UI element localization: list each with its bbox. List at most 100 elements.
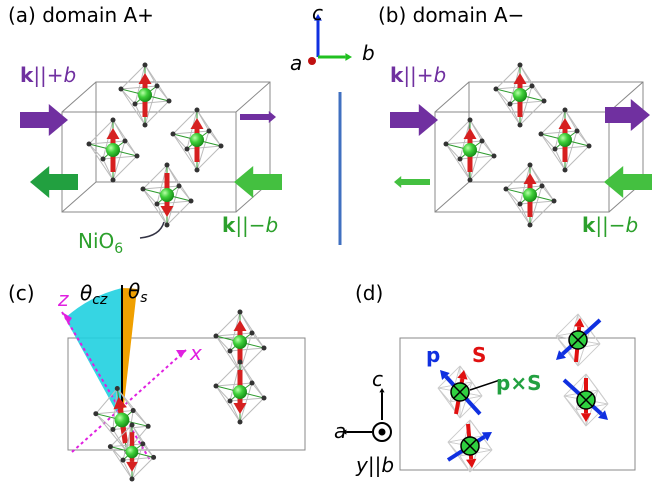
nickel — [106, 143, 120, 157]
nickel — [233, 335, 247, 349]
oxygen — [108, 444, 113, 449]
angle-s — [122, 288, 137, 422]
oxygen — [508, 102, 513, 107]
octahedron-edge — [216, 312, 240, 336]
angle-label: θcz — [80, 281, 108, 308]
oxygen — [185, 147, 190, 152]
oxygen — [262, 346, 267, 351]
oxygen — [207, 129, 212, 134]
panel-title: (c) — [8, 281, 35, 305]
oxygen — [130, 477, 135, 482]
panel-title: (d) — [355, 281, 383, 305]
axis-label: a — [334, 419, 346, 443]
octahedron-edge — [506, 165, 530, 189]
vector-label: p×S — [496, 371, 541, 395]
oxygen — [155, 202, 160, 207]
angle-label: θs — [128, 279, 148, 306]
oxygen — [143, 63, 148, 68]
figure: (a) domain A+ (b) domain A− (c) (d) k||+… — [0, 0, 657, 490]
nickel — [126, 446, 139, 459]
oxygen — [504, 187, 509, 192]
oxygen — [528, 163, 533, 168]
cell-edge — [435, 182, 469, 212]
cell-edge — [469, 82, 643, 182]
oxygen — [480, 139, 485, 144]
k-plus-label: k||+b — [20, 63, 76, 87]
k-arrow — [20, 104, 68, 136]
oxygen — [228, 349, 233, 354]
octahedron-edge — [598, 390, 608, 404]
oxygen — [219, 144, 224, 149]
oxygen — [542, 99, 547, 104]
oxygen — [133, 102, 138, 107]
spin-arrow-head — [559, 118, 572, 129]
oxygen — [563, 108, 568, 113]
axis-label: y||b — [355, 453, 394, 477]
oxygen — [135, 154, 140, 159]
cell-edge — [62, 112, 236, 212]
k-plus-label: k||+b — [390, 63, 446, 87]
oxygen — [468, 118, 473, 123]
spin-arrow-head — [464, 128, 477, 139]
angle-cz — [65, 288, 122, 422]
axis-label: x — [189, 341, 202, 365]
spin-arrow-head — [514, 73, 527, 84]
oxygen — [238, 420, 243, 425]
oxygen — [123, 139, 128, 144]
nickel — [523, 188, 537, 202]
oxygen — [110, 427, 115, 432]
oxygen — [101, 157, 106, 162]
spin-arrow-head — [139, 73, 152, 84]
k-arrow — [390, 104, 438, 136]
nickel — [558, 133, 572, 147]
octahedron-edge — [590, 330, 600, 344]
nickel — [190, 133, 204, 147]
spin-arrow-head — [524, 173, 537, 184]
oxygen — [540, 184, 545, 189]
octahedron-edge — [143, 165, 167, 189]
axis-y-dot — [379, 429, 386, 436]
oxygen — [262, 396, 267, 401]
axis-label: b — [362, 41, 375, 65]
nickel — [138, 88, 152, 102]
octahedron-edge — [89, 120, 113, 144]
oxygen — [250, 331, 255, 336]
oxygen — [177, 184, 182, 189]
oxygen — [518, 202, 523, 207]
axis-label: c — [312, 1, 323, 25]
oxygen — [111, 118, 116, 123]
axis-label: z — [57, 287, 69, 311]
axis-label: a — [290, 51, 302, 75]
oxygen — [553, 147, 558, 152]
oxygen — [189, 199, 194, 204]
axis-label: c — [372, 367, 383, 391]
panel-title: (a) domain A+ — [8, 3, 154, 27]
oxygen — [238, 360, 243, 365]
octahedron-edge — [541, 110, 565, 134]
oxygen — [458, 157, 463, 162]
oxygen — [530, 84, 535, 89]
k-arrow — [394, 176, 430, 188]
nickel — [115, 413, 130, 428]
oxygen — [140, 441, 145, 446]
oxygen — [131, 408, 136, 413]
oxygen — [528, 223, 533, 228]
oxygen — [494, 87, 499, 92]
nickel — [513, 88, 527, 102]
oxygen — [238, 310, 243, 315]
k-minus-label: k||−b — [582, 213, 638, 237]
k-arrow — [30, 166, 78, 198]
octahedron-edge — [446, 120, 470, 144]
oxygen — [250, 381, 255, 386]
vector-label: S — [472, 343, 486, 367]
oxygen — [539, 132, 544, 137]
k-minus-label: k||−b — [222, 213, 278, 237]
octahedron-edge — [216, 362, 240, 386]
oxygen — [214, 334, 219, 339]
axis-a — [308, 57, 316, 65]
octahedron-edge — [121, 65, 145, 89]
oxygen — [141, 187, 146, 192]
k-arrow — [240, 111, 276, 123]
oxygen — [518, 63, 523, 68]
panel-title: (b) domain A− — [378, 3, 524, 27]
